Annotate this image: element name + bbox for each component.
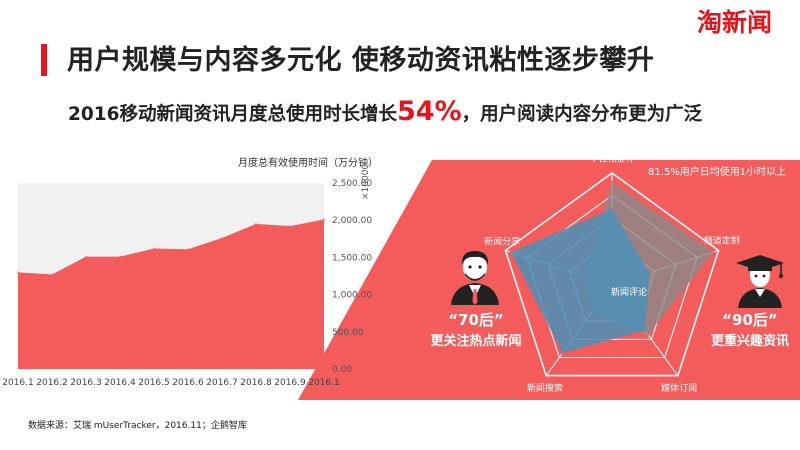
- subtitle: 2016移动新闻资讯月度总使用时长增长54%，用户阅读内容分布更为广泛: [68, 96, 702, 127]
- title-accent-bar: [41, 44, 47, 76]
- radar-point: [647, 333, 650, 336]
- radar-ring: [504, 172, 720, 377]
- radar-center-label: 新闻评论: [611, 286, 647, 298]
- radar-point: [648, 271, 651, 274]
- radar-axis-label: 媒体订阅: [661, 382, 697, 394]
- area-chart: 2,500.00 2,000.00 1,500.00 1,000.00 500.00 0.…: [2, 179, 372, 388]
- radar-axis-label: 频道定制: [704, 235, 740, 247]
- x-tick-label: 2016.4: [104, 378, 136, 388]
- x-tick-label: 2016.1: [308, 378, 340, 388]
- area-chart-title: 月度总有效使用时间（万分钟）: [238, 158, 378, 169]
- area-series: [18, 219, 324, 369]
- brand-logo: 淘新闻: [697, 8, 772, 36]
- y-tick-label: 1,500.00: [332, 253, 372, 263]
- y-tick-label: 2,000.00: [332, 216, 372, 226]
- area-point: [119, 255, 121, 258]
- area-point: [51, 273, 53, 276]
- radar-point: [644, 329, 646, 332]
- radar-point: [712, 251, 715, 254]
- area-point: [85, 255, 87, 258]
- graduate-90s-icon: [736, 255, 784, 308]
- slide-title: 用户规模与内容多元化 使移动资讯粘性逐步攀升: [67, 45, 655, 76]
- radar-point: [561, 352, 564, 354]
- x-tick-label: 2016.7: [206, 378, 238, 388]
- area-point: [221, 237, 223, 239]
- y-tick-label: 0.00: [332, 365, 352, 375]
- x-tick-label: 2016.5: [138, 378, 170, 388]
- x-tick-label: 2016.8: [240, 378, 272, 388]
- area-point: [255, 223, 257, 225]
- radar-point: [611, 181, 613, 183]
- area-point: [187, 248, 189, 251]
- group-70s-line2: 更关注热点新闻: [430, 334, 522, 349]
- group-70s-label: “70后” 更关注热点新闻: [421, 309, 531, 349]
- person-70s-icon: [451, 251, 499, 305]
- area-point: [323, 218, 325, 221]
- subtitle-highlight: 54%: [397, 96, 462, 127]
- subtitle-after: ，用户阅读内容分布更为广泛: [461, 104, 703, 125]
- group-90s-line2: 更重兴趣资讯: [710, 334, 789, 349]
- y-tick-label: 1,000.00: [332, 291, 372, 301]
- radar-point: [509, 251, 512, 254]
- stat-note: 81.5%用户日均使用1小时以上: [648, 167, 787, 178]
- area-point: [153, 247, 155, 250]
- x-tick-label: 2016.2: [36, 378, 68, 388]
- y-tick-label: 2,500.00: [332, 179, 372, 189]
- group-90s-label: “90后” 更重兴趣资讯: [700, 309, 800, 349]
- group-70s-line1: “70后”: [448, 311, 504, 329]
- radar-point: [611, 207, 613, 210]
- subtitle-before: 2016移动新闻资讯月度总使用时长增长: [68, 104, 397, 125]
- y-tick-label: 500.00: [332, 328, 364, 338]
- radar-axis-label: 个性化推荐: [589, 152, 634, 164]
- x-tick-label: 2016.9: [274, 378, 306, 388]
- x-tick-label: 2016.3: [70, 378, 102, 388]
- area-point: [17, 271, 19, 274]
- radar-axis-label: 新闻分享: [484, 236, 520, 248]
- area-point: [289, 225, 291, 227]
- group-90s-line1: “90后”: [722, 311, 778, 329]
- source-note: 数据来源：艾瑞 mUserTracker，2016.11；企鹅智库: [28, 421, 247, 431]
- radar-axis-label: 新闻搜索: [527, 382, 563, 394]
- x-tick-label: 2016.1: [2, 378, 34, 388]
- radar-series-70s: [510, 208, 650, 353]
- x-tick-label: 2016.6: [172, 378, 204, 388]
- brand-logo-text: 淘新闻: [697, 8, 772, 36]
